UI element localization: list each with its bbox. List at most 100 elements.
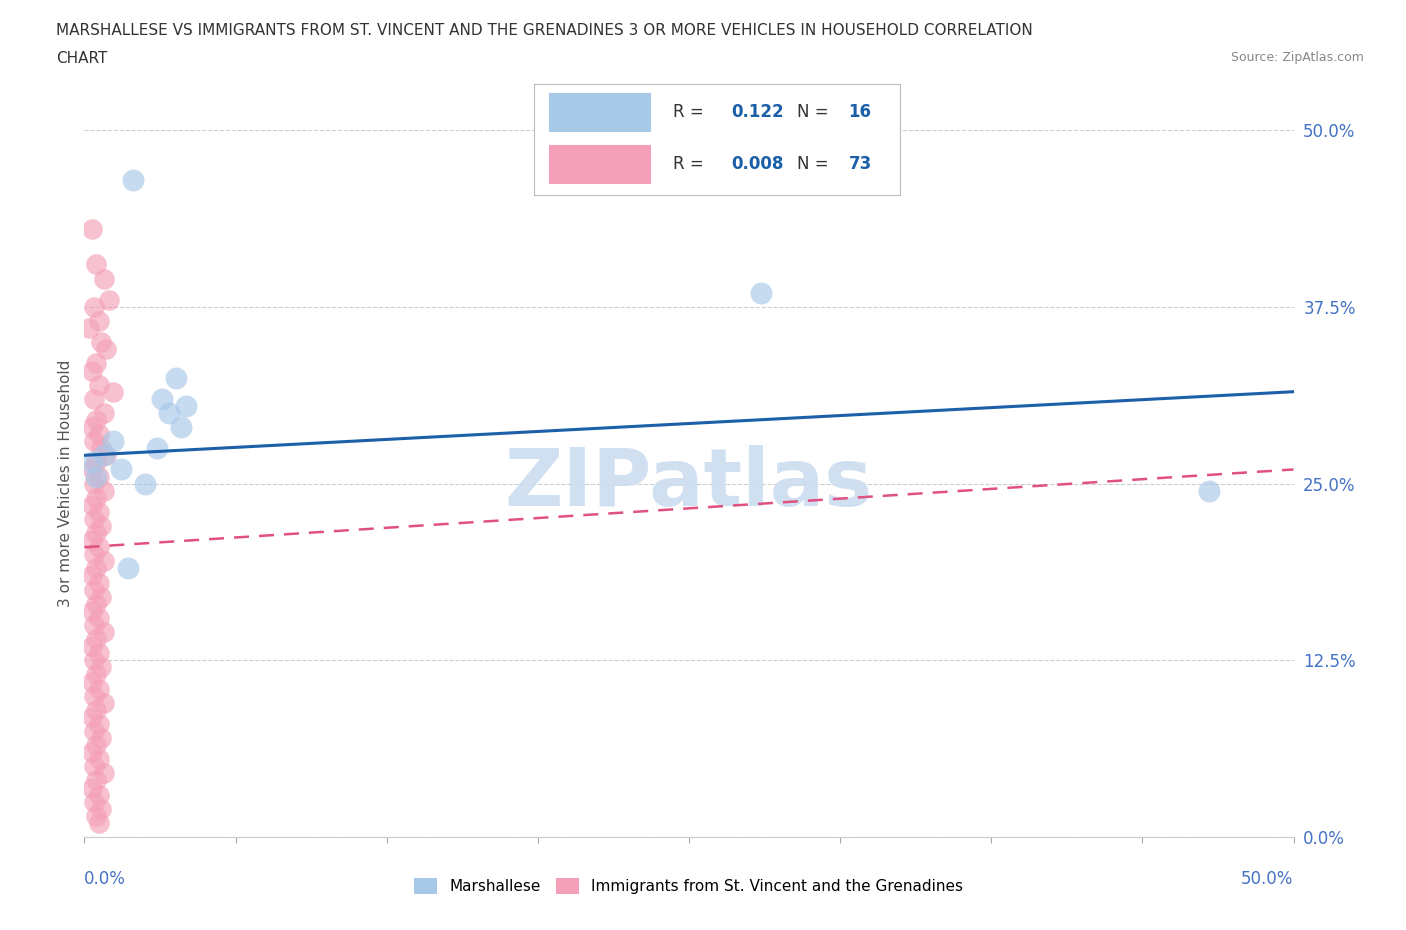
Point: [134, 476, 156, 491]
Point: [80, 639, 103, 654]
Point: [80, 533, 103, 548]
Text: 0.008: 0.008: [731, 155, 785, 173]
Point: [80, 455, 103, 470]
Point: [83, 582, 105, 597]
Point: [87, 787, 110, 802]
Point: [86, 455, 108, 470]
Point: [751, 286, 773, 300]
Point: [83, 653, 105, 668]
Point: [93, 448, 115, 463]
Point: [87, 469, 110, 484]
Point: [83, 794, 105, 809]
Point: [86, 808, 108, 823]
Text: MARSHALLESE VS IMMIGRANTS FROM ST. VINCENT AND THE GRENADINES 3 OR MORE VEHICLES: MARSHALLESE VS IMMIGRANTS FROM ST. VINCE…: [56, 23, 1033, 38]
Point: [97, 292, 120, 307]
Text: ZIPatlas: ZIPatlas: [505, 445, 873, 523]
Point: [86, 413, 108, 428]
Point: [80, 498, 103, 512]
Point: [90, 731, 112, 746]
Text: 0.0%: 0.0%: [84, 870, 127, 887]
Point: [83, 392, 105, 406]
Point: [80, 568, 103, 583]
Point: [87, 427, 110, 442]
Point: [103, 384, 125, 399]
Text: Source: ZipAtlas.com: Source: ZipAtlas.com: [1230, 51, 1364, 64]
Point: [170, 419, 193, 434]
Point: [93, 625, 115, 640]
Point: [87, 313, 110, 328]
Point: [87, 681, 110, 696]
Point: [87, 575, 110, 590]
Point: [80, 780, 103, 795]
Point: [94, 342, 117, 357]
Text: 0.122: 0.122: [731, 103, 785, 121]
Point: [87, 751, 110, 766]
Point: [150, 392, 173, 406]
Point: [86, 596, 108, 611]
Point: [80, 710, 103, 724]
Point: [87, 716, 110, 731]
Text: 50.0%: 50.0%: [1241, 870, 1294, 887]
Point: [86, 702, 108, 717]
Point: [86, 257, 108, 272]
Point: [94, 448, 117, 463]
Text: CHART: CHART: [56, 51, 108, 66]
Bar: [548, 145, 651, 184]
Point: [87, 610, 110, 625]
Point: [86, 469, 108, 484]
Point: [83, 433, 105, 448]
Point: [80, 221, 103, 236]
Point: [87, 504, 110, 519]
Bar: [548, 93, 651, 132]
Point: [83, 299, 105, 314]
Point: [93, 405, 115, 420]
Legend: Marshallese, Immigrants from St. Vincent and the Grenadines: Marshallese, Immigrants from St. Vincent…: [408, 871, 970, 900]
Point: [90, 660, 112, 675]
Point: [83, 547, 105, 562]
Point: [93, 272, 115, 286]
Text: N =: N =: [797, 103, 834, 121]
Point: [1198, 484, 1220, 498]
Point: [93, 766, 115, 781]
Point: [86, 356, 108, 371]
Text: N =: N =: [797, 155, 834, 173]
Point: [146, 441, 169, 456]
Point: [93, 484, 115, 498]
Point: [90, 590, 112, 604]
Text: 16: 16: [849, 103, 872, 121]
Point: [117, 561, 139, 576]
Point: [86, 667, 108, 682]
Point: [80, 604, 103, 618]
Point: [83, 688, 105, 703]
Point: [174, 398, 197, 413]
Point: [110, 462, 132, 477]
Text: R =: R =: [673, 103, 709, 121]
Point: [90, 441, 112, 456]
Point: [86, 490, 108, 505]
Point: [80, 419, 103, 434]
Text: 73: 73: [849, 155, 872, 173]
Point: [80, 674, 103, 689]
Point: [90, 519, 112, 534]
Point: [86, 561, 108, 576]
Point: [80, 363, 103, 378]
Point: [83, 724, 105, 738]
Point: [80, 745, 103, 760]
Point: [93, 554, 115, 569]
Point: [121, 172, 143, 187]
Point: [83, 476, 105, 491]
Point: [83, 512, 105, 526]
Point: [77, 321, 100, 336]
Y-axis label: 3 or more Vehicles in Household: 3 or more Vehicles in Household: [58, 360, 73, 607]
Point: [157, 405, 180, 420]
Point: [103, 433, 125, 448]
Point: [86, 773, 108, 788]
Point: [87, 645, 110, 660]
Point: [87, 539, 110, 554]
Point: [87, 816, 110, 830]
Text: R =: R =: [673, 155, 709, 173]
Point: [86, 737, 108, 752]
Point: [87, 378, 110, 392]
Point: [86, 631, 108, 646]
Point: [90, 802, 112, 817]
